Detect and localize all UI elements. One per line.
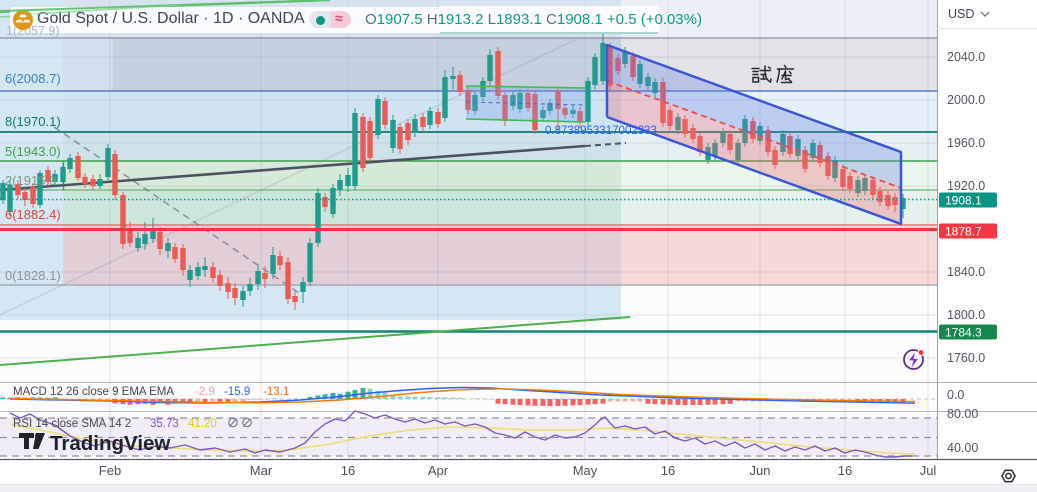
svg-text:1878.7: 1878.7: [945, 225, 982, 239]
svg-text:Jul: Jul: [920, 463, 937, 478]
svg-text:Mar: Mar: [250, 463, 273, 478]
svg-text:1760.0: 1760.0: [947, 351, 985, 365]
svg-text:1840.0: 1840.0: [947, 265, 985, 279]
svg-text:RSI 14 close SMA 14 2: RSI 14 close SMA 14 2: [13, 418, 131, 430]
svg-text:0(1828.1): 0(1828.1): [5, 268, 61, 283]
svg-text:2000.0: 2000.0: [947, 93, 985, 107]
svg-text:6(2008.7): 6(2008.7): [5, 71, 61, 86]
svg-text:Feb: Feb: [99, 463, 121, 478]
svg-text:1908.1: 1908.1: [945, 194, 982, 208]
svg-text:40.00: 40.00: [947, 441, 978, 455]
svg-text:80.00: 80.00: [947, 407, 978, 421]
svg-text:-2.9: -2.9: [195, 386, 215, 398]
svg-text:35.73: 35.73: [150, 418, 179, 430]
svg-text:16: 16: [341, 463, 355, 478]
svg-text:41.20: 41.20: [188, 418, 217, 430]
svg-text:USD: USD: [948, 7, 974, 21]
svg-text:May: May: [573, 463, 598, 478]
svg-text:1784.3: 1784.3: [945, 326, 982, 340]
svg-text:8(1970.1): 8(1970.1): [5, 114, 61, 129]
svg-text:16: 16: [661, 463, 675, 478]
svg-text:TradingView: TradingView: [50, 432, 170, 455]
svg-text:-13.1: -13.1: [263, 386, 289, 398]
svg-text:0.8738953317002333: 0.8738953317002333: [545, 125, 657, 137]
svg-text:Apr: Apr: [428, 463, 449, 478]
svg-text:6(1882.4): 6(1882.4): [5, 207, 61, 222]
svg-text:MACD 12 26 close 9 EMA EMA: MACD 12 26 close 9 EMA EMA: [13, 386, 174, 398]
svg-text:5(1943.0): 5(1943.0): [5, 144, 61, 159]
svg-text:16: 16: [838, 463, 852, 478]
svg-text:1960.0: 1960.0: [947, 136, 985, 150]
svg-text:2(1915.9: 2(1915.9: [5, 173, 56, 188]
svg-text:1920.0: 1920.0: [947, 179, 985, 193]
svg-text:-15.9: -15.9: [224, 386, 250, 398]
svg-text:0.0: 0.0: [947, 388, 964, 402]
svg-text:2040.0: 2040.0: [947, 50, 985, 64]
svg-text:Jun: Jun: [750, 463, 771, 478]
svg-text:1800.0: 1800.0: [947, 308, 985, 322]
